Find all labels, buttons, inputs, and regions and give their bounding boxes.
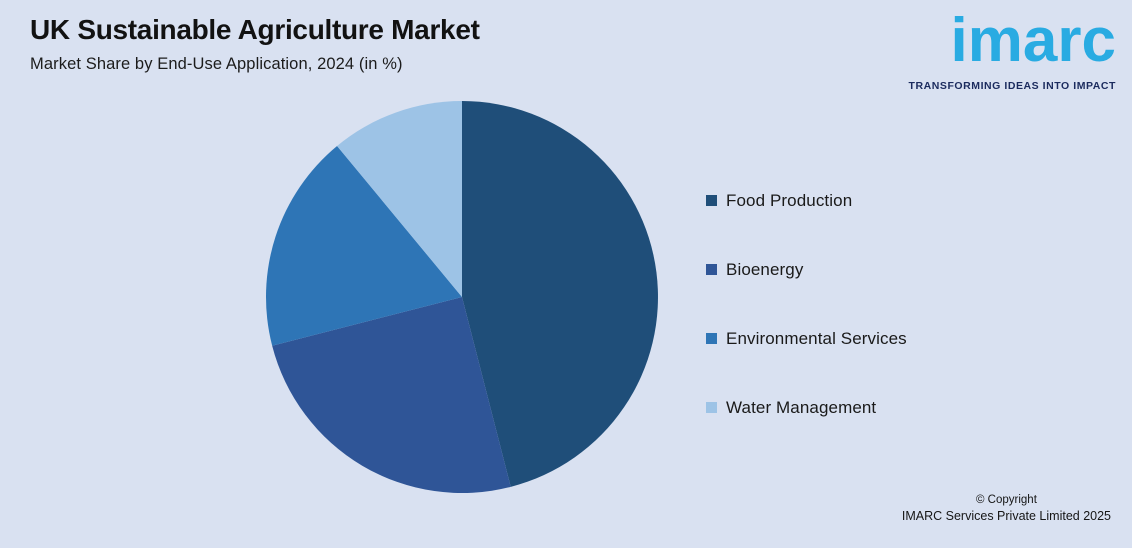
chart-title: UK Sustainable Agriculture Market xyxy=(30,14,480,45)
legend-label: Bioenergy xyxy=(726,259,804,279)
legend-label: Food Production xyxy=(726,190,853,210)
pie-slice-water-management xyxy=(337,100,462,297)
legend-swatch-icon xyxy=(706,333,717,344)
imarc-logo-wordmark: imarc xyxy=(950,6,1116,75)
bottom-border xyxy=(0,548,1132,551)
legend-label: Environmental Services xyxy=(726,328,907,348)
chart-legend: Food Production Bioenergy Environmental … xyxy=(706,189,907,419)
legend-swatch-icon xyxy=(706,402,717,413)
copyright-block: © Copyright IMARC Services Private Limit… xyxy=(902,493,1111,524)
legend-item-food-production: Food Production xyxy=(706,189,907,212)
pie-chart xyxy=(266,100,658,493)
pie-slice-food-production xyxy=(462,101,658,487)
pie-slice-environmental-services xyxy=(266,145,462,346)
pie-slice-bioenergy xyxy=(272,297,511,493)
imarc-logo: imarc TRANSFORMING IDEAS INTO IMPACT xyxy=(909,2,1116,92)
legend-item-bioenergy: Bioenergy xyxy=(706,258,907,281)
legend-item-water-management: Water Management xyxy=(706,396,907,419)
copyright-line1: © Copyright xyxy=(976,494,1037,506)
chart-header: UK Sustainable Agriculture Market Market… xyxy=(30,14,480,74)
legend-swatch-icon xyxy=(706,264,717,275)
legend-label: Water Management xyxy=(726,397,877,417)
copyright-line2: IMARC Services Private Limited 2025 xyxy=(901,509,1111,523)
pie-chart-area xyxy=(265,100,659,494)
legend-item-environmental-services: Environmental Services xyxy=(706,327,907,350)
chart-subtitle: Market Share by End-Use Application, 202… xyxy=(30,54,403,73)
imarc-logo-tagline: TRANSFORMING IDEAS INTO IMPACT xyxy=(908,79,1116,92)
legend-swatch-icon xyxy=(706,195,717,206)
